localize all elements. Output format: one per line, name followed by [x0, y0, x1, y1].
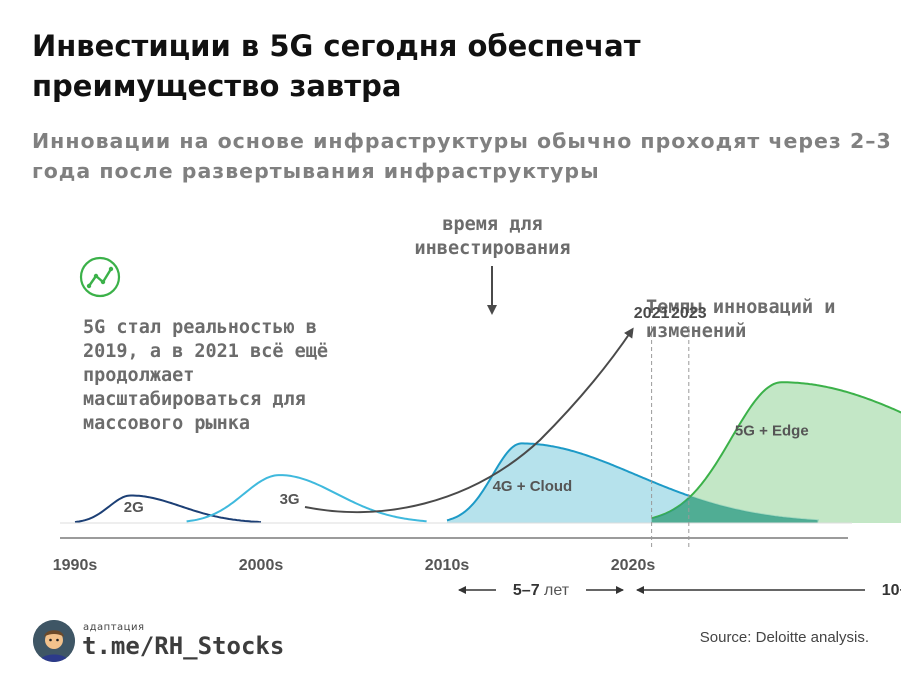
series-label-3g: 3G — [280, 491, 300, 508]
source-note: Source: Deloitte analysis. — [699, 629, 869, 646]
series-label-5g-edge: 5G + Edge — [735, 423, 809, 440]
series-label-4g-cloud: 4G + Cloud — [493, 478, 573, 495]
page-subtitle: Инновации на основе инфраструктуры обычн… — [32, 129, 892, 183]
series-area-5g-edge — [651, 382, 901, 523]
page-title: Инвестиции в 5G сегодня обеспечат преиму… — [32, 29, 641, 103]
series-label-2g: 2G — [124, 499, 144, 516]
brand-handle[interactable]: t.me/RH_Stocks — [82, 632, 285, 660]
innovation-pace-annotation: Темпы инноваций и изменений — [646, 297, 836, 342]
5g-note-annotation: 5G стал реальностью в 2019, а в 2021 всё… — [83, 317, 329, 434]
series-line-5g-edge — [651, 381, 901, 520]
chart: 1990s 2000s 2010s 2020s 5–7 лет 10+ лет 2G 3G 4… — [53, 256, 901, 599]
x-tick-label-2000s: 2000s — [239, 557, 284, 574]
avatar-icon — [33, 620, 75, 662]
brand-caption: адаптация — [83, 622, 145, 633]
investment-time-annotation: время для инвестирования — [414, 214, 571, 259]
x-tick-label-1990s: 1990s — [53, 557, 98, 574]
period-label: 10+ лет — [882, 582, 901, 599]
x-tick-label-2010s: 2010s — [425, 557, 470, 574]
series-line-2g — [74, 494, 262, 524]
series-overlap-area — [651, 496, 818, 523]
trend-line-icon — [79, 256, 121, 298]
innovation-pace-arrow — [304, 327, 634, 514]
x-tick-label-2020s: 2020s — [611, 557, 656, 574]
period-label: 5–7 лет — [513, 582, 570, 599]
series-area-4g-cloud — [447, 443, 819, 523]
marker-label-2023: 2023 — [671, 305, 707, 322]
series-line-3g — [186, 474, 427, 523]
marker-label-2021: 2021 — [634, 305, 670, 322]
